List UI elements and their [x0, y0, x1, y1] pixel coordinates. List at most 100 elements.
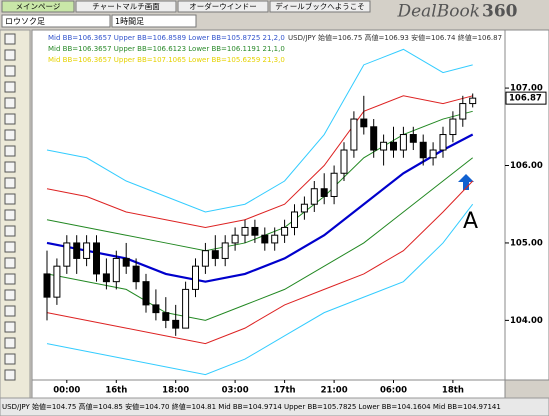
x-tick-label: 03:00: [222, 386, 249, 396]
candle-body: [231, 234, 239, 244]
bollinger-band: [46, 95, 473, 228]
candle-body: [310, 188, 318, 205]
candle-body: [380, 141, 388, 151]
y-tick-label: 105.00: [510, 238, 543, 248]
candle-body: [221, 242, 229, 259]
candle-body: [439, 134, 447, 151]
tool-button[interactable]: [4, 225, 16, 237]
tool-button[interactable]: [4, 305, 16, 317]
tool-button[interactable]: [4, 161, 16, 173]
bollinger-band: [46, 48, 473, 213]
y-tick-label: 107.00: [510, 84, 543, 94]
candle-body: [192, 265, 199, 290]
arrow-icon: [458, 174, 474, 190]
candle-body: [271, 234, 279, 244]
candle-body: [261, 234, 269, 244]
tool-button[interactable]: [4, 353, 16, 365]
tool-button[interactable]: [4, 33, 16, 45]
tool-button[interactable]: [4, 113, 16, 125]
candle-body: [409, 134, 417, 143]
x-tick-label: 18:00: [162, 386, 189, 396]
tool-button[interactable]: [4, 241, 16, 253]
tool-button[interactable]: [4, 129, 16, 141]
y-tick-label: 106.00: [510, 161, 543, 171]
tool-button[interactable]: [4, 337, 16, 349]
candle-body: [251, 226, 259, 236]
candle-body: [320, 188, 328, 197]
candle-body: [162, 312, 170, 321]
candle-body: [132, 265, 140, 283]
tool-button[interactable]: [4, 65, 16, 77]
tab[interactable]: [269, 0, 371, 13]
tool-button[interactable]: [4, 257, 16, 269]
tool-button[interactable]: [4, 145, 16, 157]
candle-body: [429, 149, 437, 159]
candle-body: [122, 257, 130, 267]
candle-body: [330, 172, 338, 197]
tool-icons: [4, 33, 16, 381]
legend-entry: Mid BB=106.3657 Upper BB=106.8589 Lower …: [48, 34, 285, 42]
tool-button[interactable]: [4, 49, 16, 61]
x-tick-label: 00:00: [53, 386, 80, 396]
plot-area: [31, 29, 506, 381]
candle-body: [83, 242, 91, 259]
legend-entry: Mid BB=106.3657 Upper BB=107.1065 Lower …: [48, 56, 285, 64]
tab[interactable]: [1, 0, 75, 13]
candle-body: [300, 203, 308, 213]
candle-body: [469, 97, 477, 105]
x-tick-label: 16th: [105, 386, 127, 396]
tool-button[interactable]: [4, 193, 16, 205]
tab-label: オーダーウインドー: [189, 1, 257, 11]
candle-body: [291, 211, 298, 228]
candle-body: [459, 103, 467, 120]
tab-label: チャートマルチ画面: [92, 2, 160, 11]
tool-button[interactable]: [4, 321, 16, 333]
x-tick-label: 21:00: [321, 386, 348, 396]
status-text: USD/JPY 始値=104.75 高値=104.85 安値=104.70 終値…: [2, 402, 501, 411]
bollinger-band: [46, 203, 474, 376]
tool-button[interactable]: [4, 81, 16, 93]
candle-body: [390, 141, 397, 151]
tool-button[interactable]: [4, 177, 16, 189]
tab[interactable]: [177, 0, 269, 13]
tool-button[interactable]: [4, 273, 16, 285]
logo-num: 360: [482, 2, 518, 22]
candle-body: [53, 265, 61, 298]
candle-body: [281, 226, 289, 236]
tool-button[interactable]: [4, 369, 16, 381]
annotation: A: [463, 209, 478, 234]
candle-body: [182, 288, 190, 329]
tool-button[interactable]: [4, 209, 16, 221]
candle-body: [449, 118, 457, 136]
time-axis: [31, 379, 506, 399]
tab-label: ディールブックへようこそ: [275, 1, 364, 11]
candle-body: [73, 242, 81, 259]
bollinger-band: [46, 157, 474, 321]
bollinger-band: [46, 133, 474, 283]
chart-type-select[interactable]: [1, 14, 111, 28]
bollinger-band: [46, 180, 474, 345]
candle-body: [142, 281, 150, 306]
candle-body: [350, 118, 358, 151]
chart-type: ロウソク足: [5, 17, 45, 26]
x-tick-label: 06:00: [380, 386, 407, 396]
legend-entry: Mid BB=106.3657 Upper BB=106.6123 Lower …: [48, 45, 285, 53]
timeframe-select[interactable]: [111, 14, 197, 28]
candle-body: [399, 134, 407, 151]
status-bar: [0, 397, 549, 416]
last-price-box: [505, 91, 547, 105]
tab-label: メインページ: [16, 2, 61, 11]
tab[interactable]: [75, 0, 177, 13]
candle-body: [370, 126, 378, 151]
candle-body: [201, 250, 209, 267]
candle-body: [211, 250, 219, 259]
candle-body: [360, 118, 368, 128]
tool-button[interactable]: [4, 289, 16, 301]
candle-body: [241, 226, 249, 236]
tool-button[interactable]: [4, 97, 16, 109]
x-tick-label: 17th: [274, 386, 296, 396]
candle-body: [63, 242, 71, 267]
candle-body: [43, 273, 51, 298]
candle-body: [112, 257, 120, 283]
